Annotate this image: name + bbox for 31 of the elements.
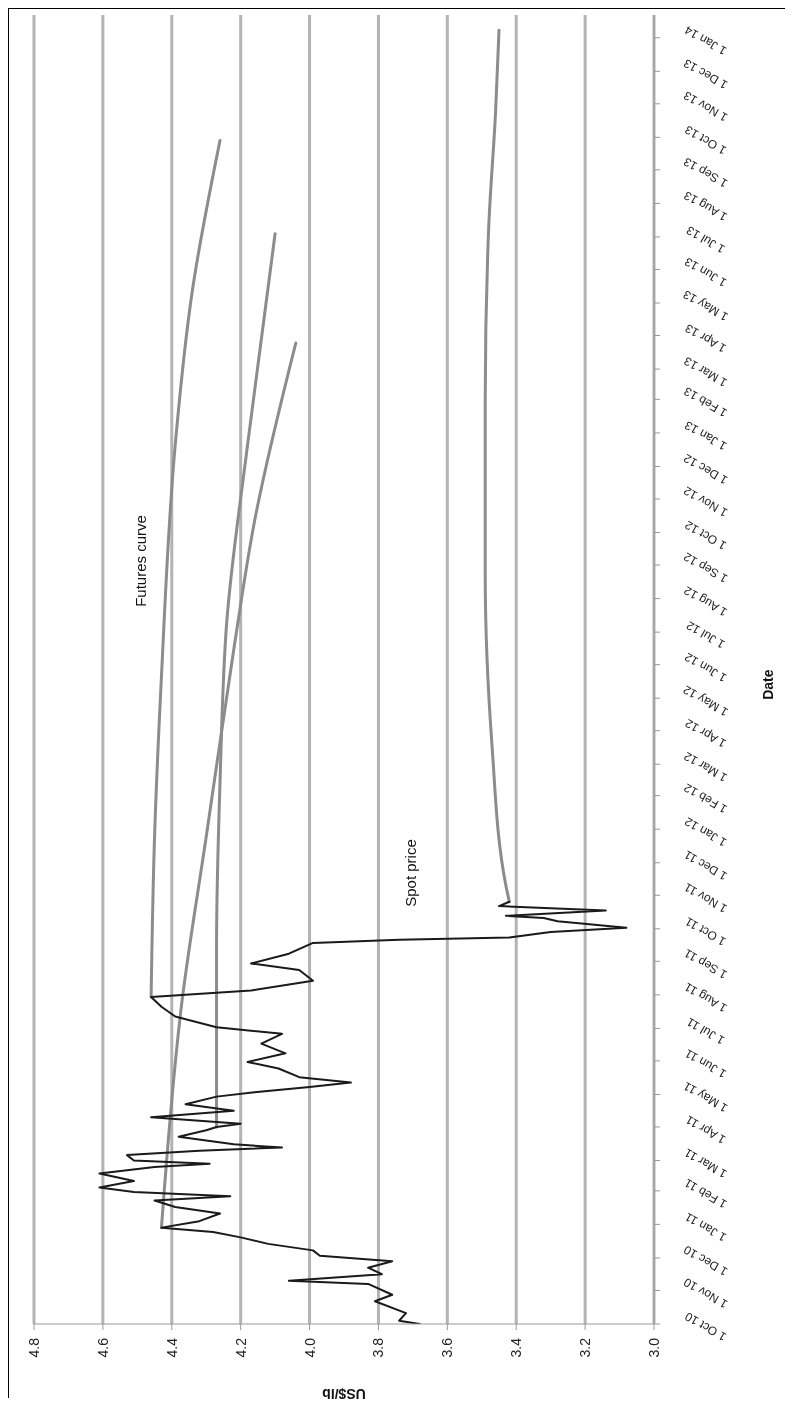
y-tick-label: 1 Jul 13 bbox=[683, 222, 728, 257]
y-tick-label: 1 Aug 11 bbox=[681, 979, 730, 1016]
y-axis-title: Date bbox=[759, 669, 776, 700]
y-tick-label: 1 Jun 12 bbox=[681, 649, 730, 685]
y-tick-label: 1 Oct 10 bbox=[682, 1309, 729, 1345]
y-tick-label: 1 Feb 12 bbox=[681, 780, 730, 817]
y-tick-label: 1 Jul 12 bbox=[683, 618, 728, 652]
y-tick-label: 1 Jan 13 bbox=[681, 417, 730, 454]
y-tick-label: 1 Jan 12 bbox=[681, 814, 730, 850]
x-tick-label: 4.0 bbox=[301, 1337, 318, 1358]
y-tick-label: 1 Aug 12 bbox=[681, 583, 730, 620]
x-tick-label: 4.2 bbox=[232, 1337, 249, 1358]
x-axis-title: US$/lb bbox=[322, 1386, 366, 1402]
x-tick-label: 4.6 bbox=[94, 1337, 111, 1358]
y-tick-label: 1 Jul 11 bbox=[683, 1014, 727, 1048]
annotation: Spot price bbox=[401, 839, 419, 907]
annotation: Futures curve bbox=[131, 515, 149, 607]
y-tick-label: 1 Jun 13 bbox=[681, 254, 730, 290]
y-tick-label: 1 Oct 11 bbox=[682, 914, 729, 949]
y-tick-label: 1 Jun 11 bbox=[682, 1046, 729, 1081]
x-tick-label: 3.6 bbox=[439, 1337, 456, 1358]
x-tick-label: 3.4 bbox=[508, 1337, 525, 1358]
x-tick-label: 4.4 bbox=[163, 1337, 180, 1358]
x-tick-label: 4.8 bbox=[26, 1337, 42, 1358]
x-tick-label: 3.2 bbox=[577, 1337, 594, 1358]
y-tick-label: 1 Jan 11 bbox=[682, 1209, 729, 1245]
y-tick-label: 1 Nov 12 bbox=[681, 483, 730, 520]
x-tick-label: 3.8 bbox=[370, 1337, 387, 1358]
x-tick-label: 3.0 bbox=[646, 1337, 662, 1358]
y-tick-label: 1 Aug 13 bbox=[681, 188, 730, 225]
y-tick-label: 1 Sep 11 bbox=[681, 946, 730, 982]
